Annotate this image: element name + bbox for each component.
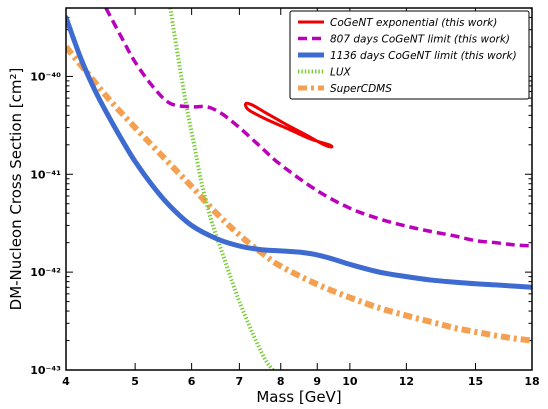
legend-label: LUX	[330, 67, 352, 79]
legend-label: SuperCDMS	[330, 83, 392, 95]
y-tick-labels: 10⁻⁴³ 10⁻⁴² 10⁻⁴¹ 10⁻⁴⁰	[30, 70, 61, 377]
legend-box	[289, 10, 530, 100]
legend: CoGeNT exponential (this work) 807 days C…	[289, 10, 530, 100]
x-tick-label: 15	[468, 375, 483, 388]
x-tick-label: 7	[236, 375, 244, 388]
x-tick-label: 9	[313, 375, 321, 388]
x-axis-label: Mass [GeV]	[256, 388, 341, 406]
y-tick-label: 10⁻⁴⁰	[30, 70, 61, 83]
x-tick-label: 4	[62, 375, 70, 388]
x-tick-labels: 4 5 6 7 8 9 10 12 15 18	[62, 375, 539, 388]
x-tick-label: 6	[188, 375, 196, 388]
x-tick-label: 18	[524, 375, 539, 388]
data-series	[66, 8, 532, 370]
y-axis-label: DM-Nucleon Cross Section [cm²]	[7, 68, 25, 311]
x-tick-label: 10	[342, 375, 358, 388]
legend-label: 1136 days CoGeNT limit (this work)	[330, 50, 517, 62]
series-line-0	[243, 101, 334, 149]
x-tick-label: 12	[399, 375, 414, 388]
legend-label: 807 days CoGeNT limit (this work)	[330, 34, 510, 46]
series-line-2	[66, 14, 532, 290]
series-line-1	[104, 8, 532, 248]
y-tick-label: 10⁻⁴¹	[30, 168, 61, 181]
series-line-4	[66, 45, 532, 344]
legend-label: CoGeNT exponential (this work)	[330, 17, 497, 29]
series-line-3	[168, 8, 275, 370]
x-tick-label: 8	[277, 375, 285, 388]
y-tick-label: 10⁻⁴²	[30, 266, 61, 279]
plot-frame	[65, 7, 533, 371]
x-tick-label: 5	[131, 375, 139, 388]
y-tick-label: 10⁻⁴³	[30, 364, 61, 377]
